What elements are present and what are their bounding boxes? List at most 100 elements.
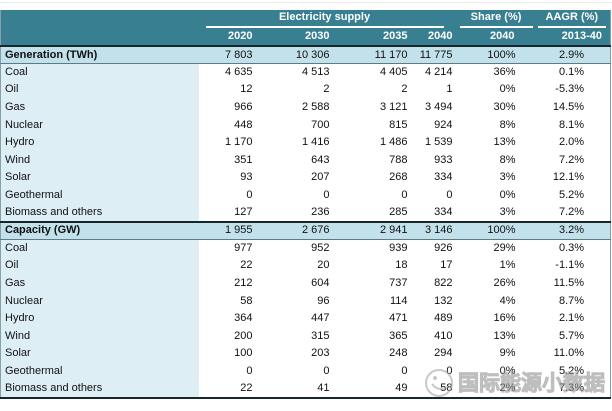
cell-2040: 3 494 bbox=[410, 98, 459, 117]
cell-share-2040: 16% bbox=[458, 309, 535, 328]
cell-2040: 3 146 bbox=[410, 220, 459, 241]
table-row: Oil 12 2 2 1 0% -5.3% bbox=[0, 81, 611, 99]
table-body: Generation (TWh) 7 803 10 306 11 170 11 775 1… bbox=[0, 45, 611, 399]
cell-aagr-2013-40: 11.5% bbox=[534, 274, 611, 293]
cell-2030: 700 bbox=[256, 116, 333, 134]
cell-2035: 939 bbox=[332, 239, 411, 258]
cell-2020: 200 bbox=[198, 327, 257, 346]
year-2035: 2035 bbox=[332, 28, 411, 47]
cell-2035: 4 405 bbox=[332, 63, 411, 82]
table-row: Nuclear 58 96 114 132 4% 8.7% bbox=[0, 292, 611, 310]
cell-2030: 207 bbox=[256, 169, 333, 187]
cell-aagr-2013-40: 0.1% bbox=[534, 63, 611, 82]
row-label: Oil bbox=[0, 257, 199, 275]
cell-2020: 127 bbox=[198, 204, 257, 222]
cell-2020: 1 170 bbox=[198, 133, 257, 152]
cell-2020: 448 bbox=[198, 116, 257, 134]
row-label: Geothermal bbox=[0, 362, 199, 381]
row-label: Gas bbox=[0, 98, 199, 117]
year-2040: 2040 bbox=[410, 28, 459, 47]
cell-aagr-2013-40: 0.3% bbox=[534, 239, 611, 258]
electricity-supply-table: Electricity supply Share (%) AAGR (%) 20… bbox=[0, 10, 612, 399]
cell-2035: 114 bbox=[332, 292, 411, 310]
table-row: Solar 100 203 248 294 9% 11.0% bbox=[0, 345, 611, 363]
cell-share-2040: 100% bbox=[458, 45, 535, 65]
cell-2035: 248 bbox=[332, 345, 411, 363]
cell-2035: 815 bbox=[332, 116, 411, 134]
header-group-row: Electricity supply Share (%) AAGR (%) bbox=[0, 10, 611, 28]
cell-2030: 4 513 bbox=[256, 63, 333, 82]
cell-2030: 2 bbox=[256, 81, 333, 99]
table-row: Gas 212 604 737 822 26% 11.5% bbox=[0, 274, 611, 293]
row-label: Gas bbox=[0, 274, 199, 293]
table-header: Electricity supply Share (%) AAGR (%) 20… bbox=[0, 10, 611, 47]
cell-2040: 924 bbox=[410, 116, 459, 134]
cell-2030: 0 bbox=[256, 186, 333, 205]
cell-2030: 41 bbox=[256, 380, 333, 399]
cell-2035: 0 bbox=[332, 362, 411, 381]
cell-share-2040: 2% bbox=[458, 380, 535, 399]
cell-2040: 0 bbox=[410, 186, 459, 205]
table-row: Biomass and others 127 236 285 334 3% 7.2% bbox=[0, 204, 611, 222]
cell-2030: 236 bbox=[256, 204, 333, 222]
cell-aagr-2013-40: 3.2% bbox=[534, 220, 611, 241]
share-label: Share (%) bbox=[459, 10, 533, 28]
cell-2030: 20 bbox=[256, 257, 333, 275]
cell-2030: 447 bbox=[256, 309, 333, 328]
cell-2020: 7 803 bbox=[198, 45, 257, 65]
row-label: Generation (TWh) bbox=[0, 45, 199, 65]
cell-aagr-2013-40: 5.2% bbox=[534, 186, 611, 205]
cell-2020: 58 bbox=[198, 292, 257, 310]
table-row: Oil 22 20 18 17 1% -1.1% bbox=[0, 257, 611, 275]
cell-2030: 952 bbox=[256, 239, 333, 258]
cell-2030: 2 588 bbox=[256, 98, 333, 117]
row-label: Wind bbox=[0, 327, 199, 346]
cell-2040: 1 539 bbox=[410, 133, 459, 152]
cell-aagr-2013-40: -5.3% bbox=[534, 81, 611, 99]
cell-2040: 4 214 bbox=[410, 63, 459, 82]
cell-2040: 334 bbox=[410, 204, 459, 222]
cell-2020: 93 bbox=[198, 169, 257, 187]
electricity-supply-label: Electricity supply bbox=[205, 10, 444, 28]
cell-2040: 926 bbox=[410, 239, 459, 258]
cell-share-2040: 9% bbox=[458, 345, 535, 363]
row-label: Geothermal bbox=[0, 186, 199, 205]
cell-share-2040: 13% bbox=[458, 327, 535, 346]
cell-share-2040: 3% bbox=[458, 169, 535, 187]
cell-2035: 788 bbox=[332, 151, 411, 170]
cell-2040: 58 bbox=[410, 380, 459, 399]
table-row: Hydro 364 447 471 489 16% 2.1% bbox=[0, 309, 611, 328]
cell-2035: 737 bbox=[332, 274, 411, 293]
cell-2030: 0 bbox=[256, 362, 333, 381]
row-label: Nuclear bbox=[0, 292, 199, 310]
year-2030: 2030 bbox=[256, 28, 333, 47]
cell-share-2040: 4% bbox=[458, 292, 535, 310]
row-label: Hydro bbox=[0, 309, 199, 328]
cell-share-2040: 8% bbox=[458, 151, 535, 170]
year-share-2040: 2040 bbox=[458, 28, 535, 47]
cell-2035: 49 bbox=[332, 380, 411, 399]
cell-aagr-2013-40: 7.3% bbox=[534, 380, 611, 399]
cell-aagr-2013-40: 5.7% bbox=[534, 327, 611, 346]
cell-share-2040: 30% bbox=[458, 98, 535, 117]
cell-2030: 1 416 bbox=[256, 133, 333, 152]
row-label: Solar bbox=[0, 345, 199, 363]
row-label: Nuclear bbox=[0, 116, 199, 134]
cell-share-2040: 100% bbox=[458, 220, 535, 241]
cell-aagr-2013-40: 12.1% bbox=[534, 169, 611, 187]
cell-2035: 2 941 bbox=[332, 220, 411, 241]
cell-aagr-2013-40: 7.2% bbox=[534, 151, 611, 170]
cell-aagr-2013-40: 2.1% bbox=[534, 309, 611, 328]
row-label: Biomass and others bbox=[0, 380, 199, 399]
cell-aagr-2013-40: 8.1% bbox=[534, 116, 611, 134]
header-year-row: 2020 2030 2035 2040 2040 2013-40 bbox=[0, 28, 611, 47]
cell-2040: 11 775 bbox=[410, 45, 459, 65]
row-label: Coal bbox=[0, 239, 199, 258]
cell-2040: 0 bbox=[410, 362, 459, 381]
cell-2020: 4 635 bbox=[198, 63, 257, 82]
cell-2040: 933 bbox=[410, 151, 459, 170]
cell-2020: 12 bbox=[198, 81, 257, 99]
cell-2035: 365 bbox=[332, 327, 411, 346]
header-blank-cell bbox=[0, 28, 199, 47]
aagr-label: AAGR (%) bbox=[537, 10, 607, 28]
